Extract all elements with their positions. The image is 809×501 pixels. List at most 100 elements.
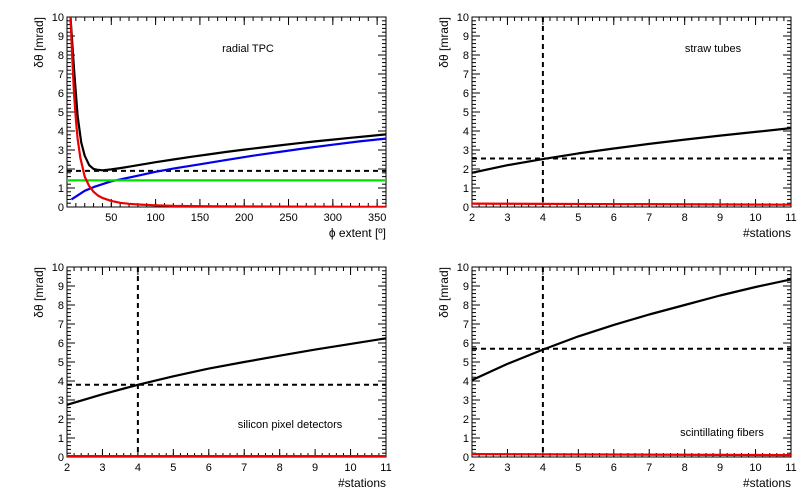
panel-4: 0 1 2 3 4 5 6 7 8 9 10 2 3 4 5 6 7 8 9 10 11 δθ [mrad] #statio… [437, 262, 797, 490]
y-tick-label: 6 [463, 88, 469, 100]
y-axis-label: δθ [mrad] [437, 267, 451, 318]
y-tick-label: 8 [58, 300, 64, 312]
x-tick-label: 6 [611, 212, 617, 224]
x-tick-label: 2 [469, 212, 475, 224]
y-tick-label: 4 [58, 126, 64, 138]
x-tick-label: 4 [135, 462, 141, 474]
x-tick-label: 4 [540, 462, 546, 474]
x-tick-label: 2 [64, 462, 70, 474]
y-tick-label: 4 [463, 376, 469, 388]
series-total-line [67, 337, 386, 406]
y-tick-label: 8 [463, 50, 469, 62]
x-tick-label: 11 [785, 462, 796, 474]
x-tick-label: 10 [749, 462, 761, 474]
series-total-line [472, 278, 791, 382]
y-tick-label: 4 [463, 126, 469, 138]
x-tick-label: 9 [717, 212, 723, 224]
panel-annotation: straw tubes [685, 43, 742, 55]
plot-area [472, 17, 791, 207]
y-tick-label: 0 [58, 202, 64, 214]
x-tick-label: 6 [611, 462, 617, 474]
x-tick-label: 5 [170, 462, 176, 474]
x-tick-label: 50 [105, 212, 117, 224]
y-tick-label: 3 [463, 145, 469, 157]
y-tick-label: 1 [58, 183, 64, 195]
y-axis-label: δθ [mrad] [437, 17, 451, 68]
y-tick-label: 8 [463, 300, 469, 312]
y-tick-label: 10 [52, 262, 64, 274]
y-tick-label: 2 [58, 414, 64, 426]
x-tick-label: 5 [575, 212, 581, 224]
x-tick-label: 8 [682, 212, 688, 224]
x-axis-label: ϕ extent [º] [329, 226, 386, 240]
plot-area [472, 267, 791, 457]
y-tick-label: 6 [463, 338, 469, 350]
x-tick-label: 7 [646, 212, 652, 224]
y-tick-label: 7 [463, 319, 469, 331]
x-axis-label: #stations [743, 226, 791, 240]
y-tick-label: 5 [58, 107, 64, 119]
series-component-red-line [472, 453, 791, 457]
y-tick-label: 5 [463, 107, 469, 119]
panel-annotation: scintillating fibers [680, 427, 764, 439]
y-tick-label: 7 [463, 69, 469, 81]
y-tick-label: 10 [457, 12, 469, 24]
y-tick-label: 5 [58, 357, 64, 369]
plot-frame [471, 16, 792, 208]
panel-annotation: silicon pixel detectors [238, 419, 343, 431]
y-tick-label: 3 [58, 395, 64, 407]
x-tick-label: 7 [241, 462, 247, 474]
y-tick-label: 10 [457, 262, 469, 274]
y-tick-label: 5 [463, 357, 469, 369]
y-tick-label: 3 [463, 395, 469, 407]
x-tick-label: 7 [646, 462, 652, 474]
y-tick-label: 9 [463, 31, 469, 43]
y-tick-label: 1 [463, 183, 469, 195]
x-tick-label: 150 [191, 212, 209, 224]
x-tick-label: 8 [277, 462, 283, 474]
x-tick-label: 2 [469, 462, 475, 474]
x-tick-label: 6 [206, 462, 212, 474]
y-tick-label: 8 [58, 50, 64, 62]
panel-3: 0 1 2 3 4 5 6 7 8 9 10 2 3 4 5 6 7 8 9 10 11 δθ [mrad] #statio… [32, 262, 392, 490]
y-tick-label: 1 [463, 433, 469, 445]
series-component-1-line [70, 137, 386, 201]
x-tick-label: 9 [312, 462, 318, 474]
y-tick-label: 7 [58, 69, 64, 81]
y-tick-label: 0 [58, 452, 64, 464]
x-tick-label: 8 [682, 462, 688, 474]
y-tick-label: 3 [58, 145, 64, 157]
plot-area [67, 267, 386, 457]
x-tick-label: 3 [504, 462, 510, 474]
y-tick-label: 4 [58, 376, 64, 388]
x-tick-label: 4 [540, 212, 546, 224]
y-tick-label: 9 [58, 31, 64, 43]
x-axis-label: #stations [338, 476, 386, 490]
y-tick-label: 2 [463, 164, 469, 176]
y-axis-label: δθ [mrad] [32, 17, 46, 68]
x-tick-label: 200 [235, 212, 253, 224]
x-tick-label: 350 [368, 212, 386, 224]
plot-area [67, 17, 386, 207]
y-tick-label: 1 [58, 433, 64, 445]
panel-annotation: radial TPC [222, 43, 274, 55]
x-tick-label: 3 [99, 462, 105, 474]
y-tick-label: 7 [58, 319, 64, 331]
x-tick-label: 5 [575, 462, 581, 474]
series-component-3-line [69, 17, 386, 207]
y-tick-label: 6 [58, 88, 64, 100]
series-total-line [69, 17, 386, 172]
x-tick-label: 11 [785, 212, 796, 224]
y-axis-label: δθ [mrad] [32, 267, 46, 318]
x-tick-label: 300 [324, 212, 342, 224]
panel-2: 0 1 2 3 4 5 6 7 8 9 10 2 3 4 5 6 7 8 9 10 11 δθ [mrad] #statio… [437, 12, 797, 240]
x-tick-label: 11 [380, 462, 391, 474]
y-tick-label: 9 [58, 281, 64, 293]
x-tick-label: 9 [717, 462, 723, 474]
y-tick-label: 0 [463, 202, 469, 214]
x-tick-label: 10 [344, 462, 356, 474]
x-axis-label: #stations [743, 476, 791, 490]
x-tick-label: 250 [279, 212, 297, 224]
series-component-red-line [472, 202, 791, 206]
